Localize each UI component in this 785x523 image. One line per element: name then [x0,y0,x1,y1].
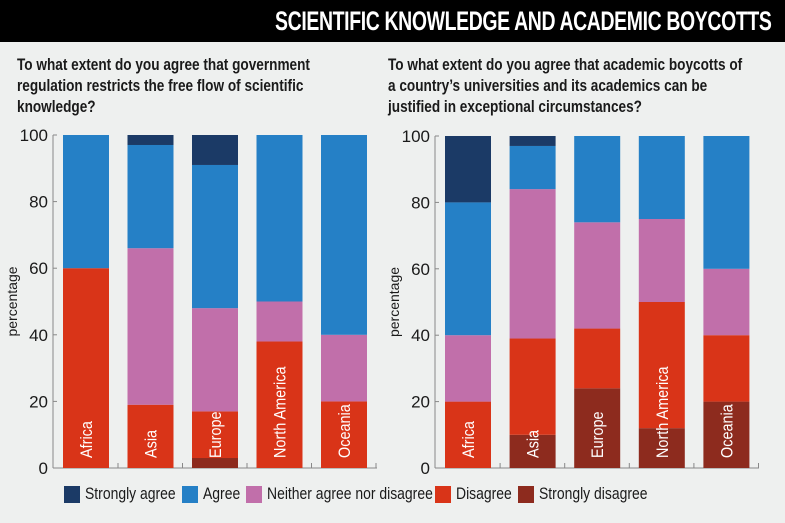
chart-2: 0 20 40 60 80 100 percentage Africa Asia Europe No… [386,127,759,478]
legend-swatch [245,485,262,503]
category-label: Africa [78,421,96,458]
legend-label: Disagree [456,484,512,503]
legend-label: Strongly agree [85,484,176,503]
bar-segment-strongly-disagree [574,388,621,468]
category-label: Europe [589,411,607,458]
category-label: Oceania [336,404,354,458]
y-tick-label: 80 [411,193,430,212]
bar-segment-strongly-disagree [192,458,238,468]
category-label: Africa [460,421,478,458]
legend: Strongly agree Agree Neither agree nor d… [64,484,678,504]
bar-segment-neither-agree-nor-disagree [192,308,238,412]
bar-segment-neither-agree-nor-disagree [321,334,367,402]
bar-segment-strongly-disagree [509,434,556,468]
y-tick-label: 20 [29,392,48,411]
category-label: Asia [142,430,160,458]
bar-segment-strongly-agree [127,135,174,145]
y-tick-label: 40 [29,326,48,345]
category-label: North America [271,366,289,458]
chart-1: 0 20 40 60 80 100 percentage Africa Asia Europe No… [4,126,377,478]
bar-segment-strongly-agree [509,136,556,146]
category-label: North America [654,366,672,458]
bar-segment-neither-agree-nor-disagree [127,248,174,405]
bar-segment-disagree [445,401,491,468]
legend-label: Neither agree nor disagree [266,484,433,503]
bar-segment-strongly-agree [192,135,238,165]
bar-segment-disagree [127,404,174,468]
bar-segment-disagree [703,335,750,402]
bar-segment-disagree [192,411,238,459]
y-tick-label: 100 [402,127,430,146]
bar-segment-agree [703,136,750,269]
y-axis-label: percentage [386,267,402,337]
y-tick-label: 40 [411,326,430,345]
legend-label: Agree [202,484,240,503]
bar-segment-disagree [256,341,303,468]
bar-segment-disagree [574,328,621,389]
bar-segment-disagree [638,302,685,429]
legend-item-agree: Agree [181,484,248,504]
bar-segment-agree [321,135,367,335]
bar-segment-neither-agree-nor-disagree [574,222,621,329]
legend-label: Strongly disagree [539,484,648,503]
category-label: Oceania [718,404,736,458]
category-label: Asia [525,430,543,458]
bar-segment-strongly-disagree [638,428,685,468]
legend-item-strongly-agree: Strongly agree [64,484,196,504]
legend-swatch [435,485,452,503]
y-tick-label: 20 [411,393,430,412]
bar-segment-neither-agree-nor-disagree [703,268,750,336]
bar-segment-agree [509,145,556,190]
bar-segment-neither-agree-nor-disagree [509,189,556,339]
title-bar: SCIENTIFIC KNOWLEDGE AND ACADEMIC BOYCOT… [0,0,785,42]
legend-item-disagree: Disagree [435,484,524,504]
legend-swatch [181,485,198,503]
bar-segment-agree [127,144,174,249]
bar-segment-agree [192,164,238,309]
y-tick-label: 100 [20,126,48,145]
bar-segment-disagree [509,338,556,435]
bar-segment-neither-agree-nor-disagree [256,301,303,342]
category-label: Europe [207,411,225,458]
bar-segment-disagree [321,401,367,468]
y-tick-label: 60 [29,259,48,278]
chart-1-question: To what extent do you agree that governm… [17,55,310,116]
bar-segment-agree [63,135,109,269]
infographic-title: SCIENTIFIC KNOWLEDGE AND ACADEMIC BOYCOT… [274,6,772,36]
y-tick-label: 0 [421,459,430,478]
legend-swatch [518,485,535,503]
bar-segment-agree [256,135,303,302]
y-tick-label: 0 [39,459,48,478]
y-tick-label: 60 [411,260,430,279]
chart-2-question: To what extent do you agree that academi… [388,55,743,116]
legend-item-strongly-disagree: Strongly disagree [518,484,671,504]
bar-segment-agree [638,136,685,219]
bar-segment-strongly-agree [445,136,491,203]
bar-segment-neither-agree-nor-disagree [445,335,491,402]
bar-segment-strongly-disagree [703,401,750,468]
y-tick-label: 80 [29,193,48,212]
bar-segment-agree [445,202,491,336]
y-axis-label: percentage [4,266,20,336]
legend-swatch [64,485,80,503]
bar-segment-disagree [63,268,109,468]
bar-segment-neither-agree-nor-disagree [638,219,685,302]
bar-segment-agree [574,136,621,223]
legend-item-neither: Neither agree nor disagree [245,484,469,504]
